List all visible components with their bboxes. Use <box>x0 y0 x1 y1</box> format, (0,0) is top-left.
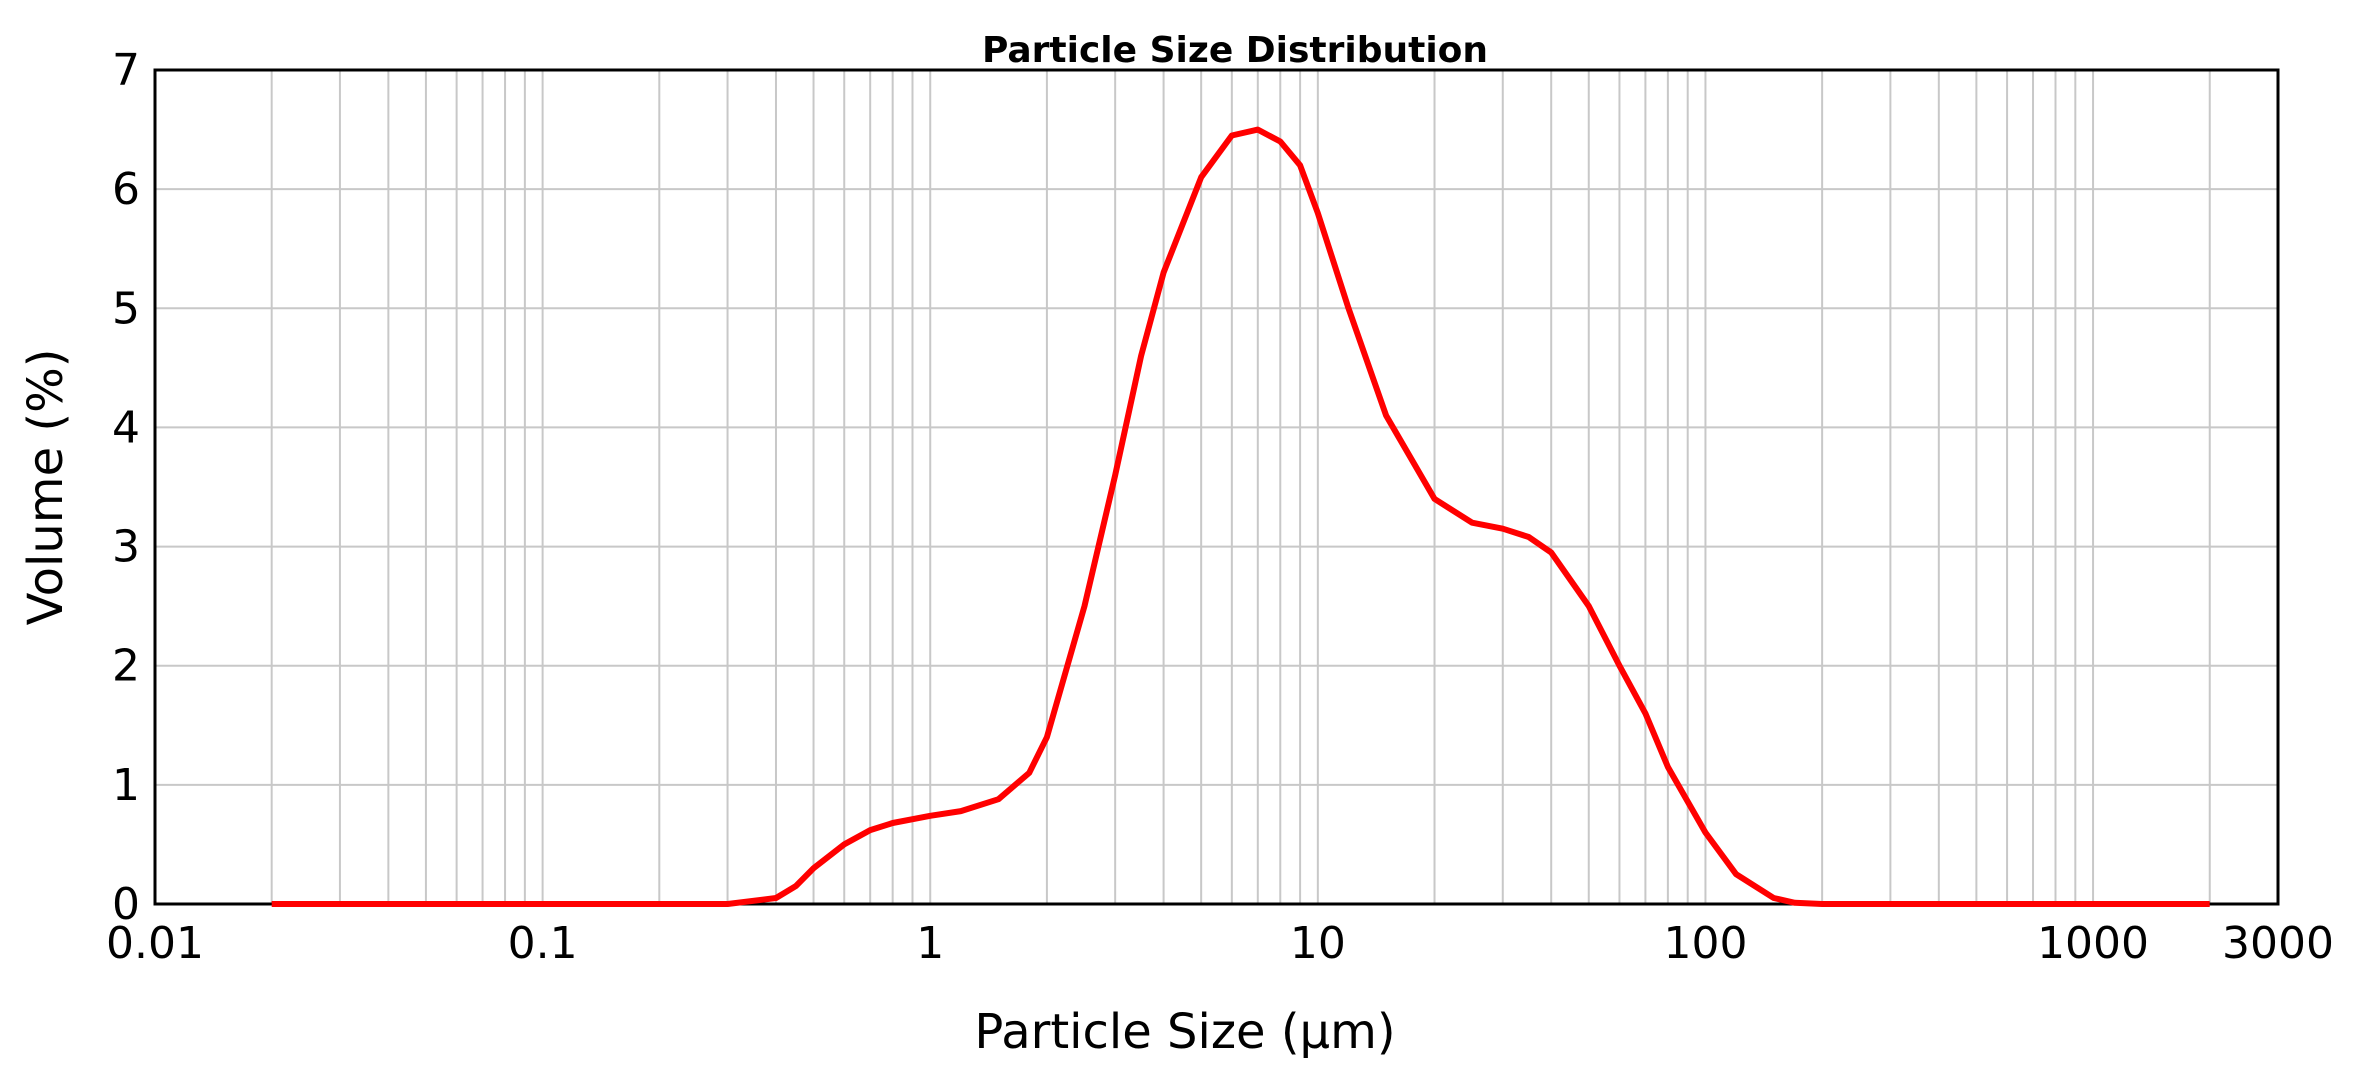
series-layer <box>271 126 2210 907</box>
x-tick-label: 100 <box>1663 918 1747 969</box>
y-tick-label: 2 <box>112 641 140 692</box>
x-tick-label: 0.1 <box>508 918 578 969</box>
chart-title: Particle Size Distribution <box>982 30 1488 71</box>
y-tick-label: 0 <box>112 879 140 930</box>
x-tick-label: 3000 <box>2222 918 2334 969</box>
x-axis-label: Particle Size (μm) <box>974 1004 1395 1060</box>
series-line-0 <box>271 126 2210 907</box>
x-tick-label: 0.01 <box>106 918 204 969</box>
y-axis-label: Volume (%) <box>18 349 74 626</box>
y-tick-label: 4 <box>112 402 140 453</box>
x-tick-label: 1000 <box>2037 918 2149 969</box>
x-tick-label: 1 <box>916 918 944 969</box>
y-tick-label: 3 <box>112 522 140 573</box>
y-tick-label: 1 <box>112 760 140 811</box>
x-tick-label: 10 <box>1290 918 1346 969</box>
y-axis-ticks: 0 1 2 3 4 5 6 7 <box>112 45 140 930</box>
y-tick-label: 6 <box>112 164 140 215</box>
grid-lines <box>155 70 2278 904</box>
plot-frame <box>153 68 2280 906</box>
x-axis-ticks: 0.01 0.1 1 10 100 1000 3000 <box>106 918 2334 969</box>
y-tick-label: 5 <box>112 283 140 334</box>
y-tick-label: 7 <box>112 45 140 96</box>
